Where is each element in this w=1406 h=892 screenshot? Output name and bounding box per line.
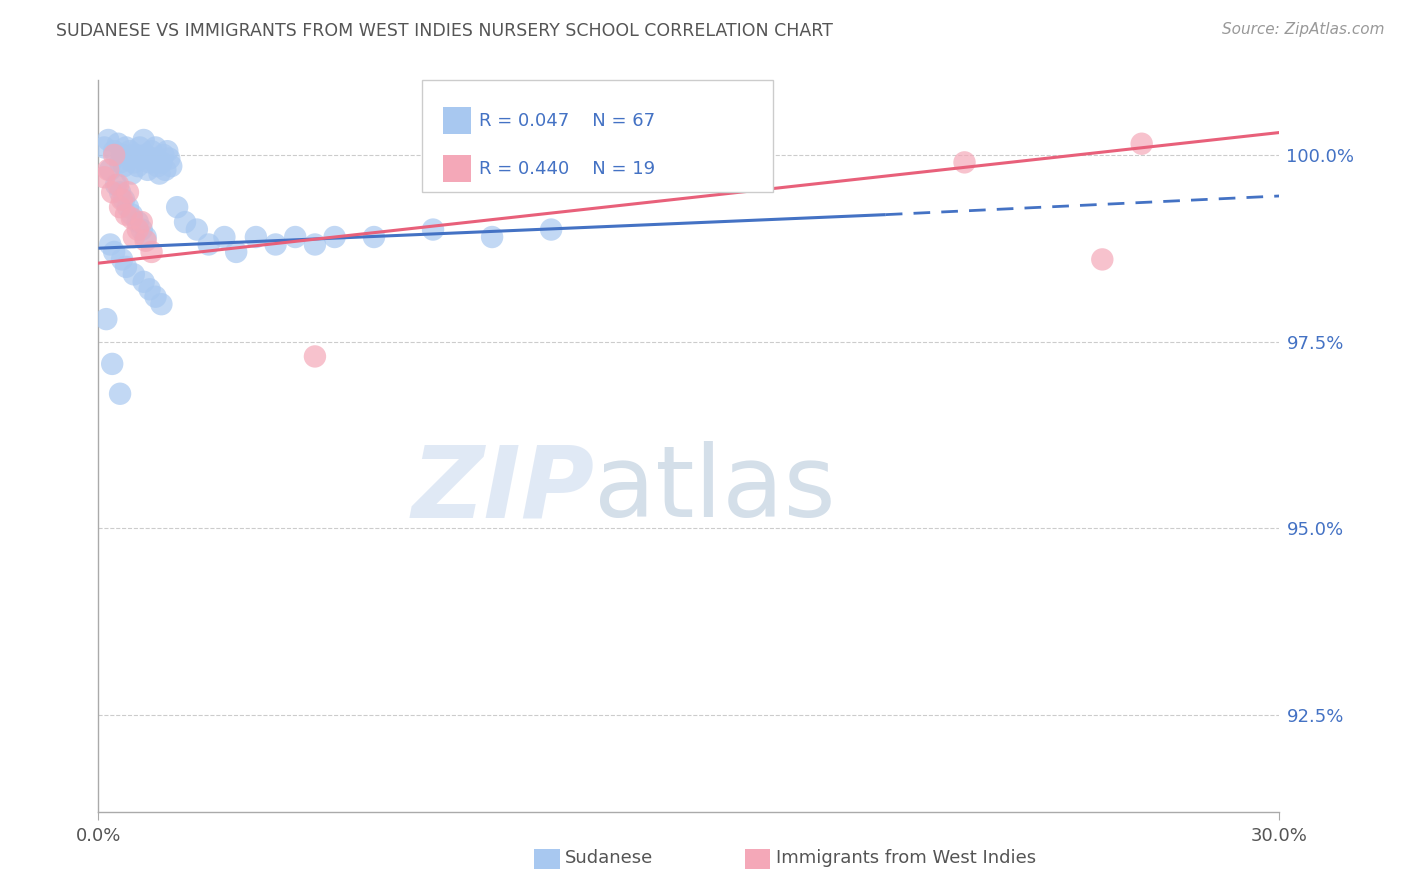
Point [122,230,145,244]
Point [953,155,976,169]
Point [111,148,134,162]
Text: Source: ZipAtlas.com: Source: ZipAtlas.com [1222,22,1385,37]
Point [101,357,124,371]
Point [152,148,174,162]
Text: SUDANESE VS IMMIGRANTS FROM WEST INDIES NURSERY SCHOOL CORRELATION CHART: SUDANESE VS IMMIGRANTS FROM WEST INDIES … [56,22,834,40]
Point [148,167,170,181]
Point [304,237,326,252]
Point [117,200,139,214]
Point [1130,136,1153,151]
Point [174,215,197,229]
Point [141,144,163,158]
Point [197,237,219,252]
Point [105,178,128,192]
Point [214,230,236,244]
Text: R = 0.440    N = 19: R = 0.440 N = 19 [479,160,655,178]
Point [145,140,167,154]
Point [127,159,149,173]
Point [108,186,131,200]
Point [111,252,134,267]
Point [121,208,143,222]
Point [117,186,139,200]
Point [166,200,188,214]
Point [103,244,125,259]
Point [150,155,173,169]
Point [112,159,135,173]
Point [93,140,115,154]
Point [156,144,179,158]
Point [122,268,145,282]
Point [136,162,159,177]
Text: ZIP: ZIP [412,442,595,539]
Point [245,230,267,244]
Point [121,167,143,181]
Point [107,136,129,151]
Point [135,148,157,162]
Point [138,282,160,296]
Point [98,237,121,252]
Point [264,237,287,252]
Point [118,144,141,158]
Text: Sudanese: Sudanese [565,849,654,867]
Point [135,234,157,248]
Point [186,222,208,236]
Point [131,222,153,236]
Point [157,152,180,166]
Point [128,140,150,154]
Point [422,222,444,236]
Point [540,222,562,236]
Point [127,222,149,236]
Point [112,193,135,207]
Point [363,230,385,244]
Point [160,159,183,173]
Point [101,186,124,200]
Point [108,155,131,169]
Point [98,162,121,177]
Point [225,244,247,259]
Point [103,148,125,162]
Point [127,215,149,229]
Point [304,350,326,364]
Point [125,148,148,162]
Point [108,200,131,214]
Point [131,152,153,166]
Point [117,152,139,166]
Point [121,211,143,226]
Point [131,215,153,229]
Point [115,260,138,274]
Point [142,152,165,166]
Text: atlas: atlas [595,442,837,539]
Point [135,230,157,244]
Point [150,297,173,311]
Point [115,140,138,154]
Point [323,230,346,244]
Point [284,230,307,244]
Text: Immigrants from West Indies: Immigrants from West Indies [776,849,1036,867]
Point [122,155,145,169]
Point [146,159,169,173]
Point [138,155,160,169]
Point [96,312,118,326]
Point [115,208,138,222]
Point [1091,252,1114,267]
Point [103,144,125,158]
Point [107,178,129,192]
Text: R = 0.047    N = 67: R = 0.047 N = 67 [479,112,655,129]
Point [145,290,167,304]
Point [141,244,163,259]
Point [155,162,177,177]
Point [132,133,155,147]
Point [97,162,120,177]
Point [481,230,503,244]
Point [111,193,134,207]
Point [132,275,155,289]
Point [93,170,115,185]
Point [97,133,120,147]
Point [108,386,131,401]
